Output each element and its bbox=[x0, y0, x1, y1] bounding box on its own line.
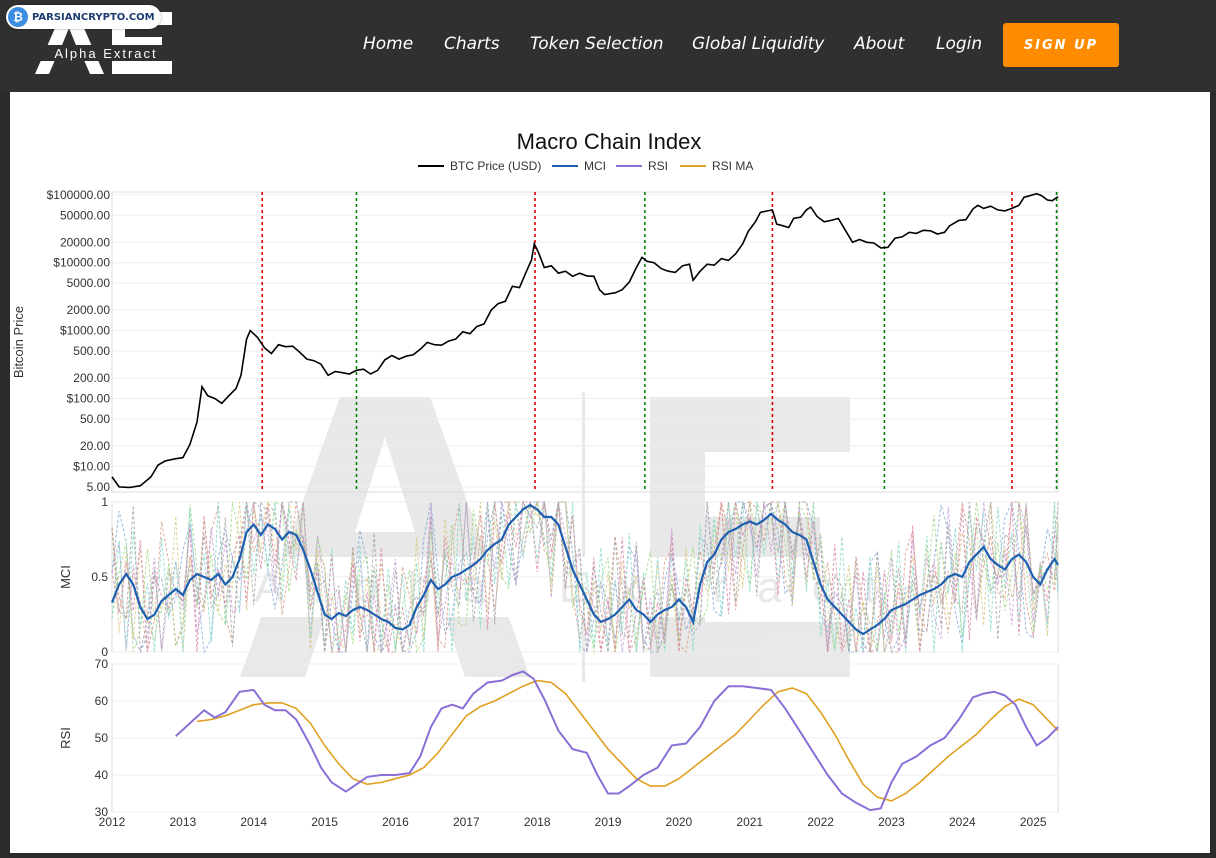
price-panel-frame bbox=[111, 191, 1059, 493]
x-tick-label: 2012 bbox=[99, 815, 126, 829]
signup-button[interactable]: SIGN UP bbox=[1003, 23, 1119, 67]
price-tick-label: 5.00 bbox=[87, 480, 111, 494]
rsi-axis-label: RSI bbox=[58, 727, 73, 749]
price-tick-label: $10000.00 bbox=[53, 256, 110, 270]
rsi-panel: 70 60 50 40 30 RSI bbox=[58, 657, 1059, 819]
price-tick-label: $1000.00 bbox=[60, 324, 110, 338]
price-tick-label: 20.00 bbox=[80, 439, 110, 453]
price-tick-label: $100000.00 bbox=[47, 188, 111, 202]
price-tick-label: 2000.00 bbox=[67, 303, 111, 317]
alpha-extract-logo[interactable]: Alpha Extract bbox=[30, 8, 180, 78]
price-tick-label: 500.00 bbox=[73, 344, 110, 358]
rsi-tick-label: 40 bbox=[95, 768, 109, 782]
nav-login[interactable]: Login bbox=[936, 34, 983, 54]
mci-tick-label: 0.5 bbox=[91, 570, 108, 584]
price-tick-label: $100.00 bbox=[67, 392, 111, 406]
logo-text: Alpha Extract bbox=[54, 46, 157, 61]
watermark-badge: ₿ PARSIANCRYPTO.COM bbox=[6, 5, 161, 29]
mci-tick-label: 0 bbox=[101, 645, 108, 659]
rsi-tick-label: 70 bbox=[95, 657, 109, 671]
mci-component-line bbox=[111, 500, 1059, 654]
price-tick-label: 5000.00 bbox=[67, 276, 111, 290]
x-tick-label: 2014 bbox=[240, 815, 267, 829]
chart-container: Alpha Extract Macro Chain Index BTC Pric… bbox=[10, 92, 1210, 853]
x-tick-label: 2025 bbox=[1020, 815, 1047, 829]
mci-axis-label: MCI bbox=[58, 565, 73, 589]
legend-label-0: BTC Price (USD) bbox=[450, 159, 541, 173]
nav-about[interactable]: About bbox=[854, 34, 905, 54]
mci-tick-label: 1 bbox=[101, 495, 108, 509]
legend-label-2: RSI bbox=[648, 159, 668, 173]
x-axis: 2012 2013 2014 2015 2016 2017 2018 2019 2020 2021… bbox=[99, 815, 1047, 829]
x-tick-label: 2018 bbox=[524, 815, 551, 829]
x-tick-label: 2015 bbox=[311, 815, 338, 829]
watermark-text: PARSIANCRYPTO.COM bbox=[32, 11, 155, 23]
nav-links: Home Charts Token Selection Global Liqui… bbox=[0, 0, 1216, 92]
bitcoin-icon: ₿ bbox=[8, 7, 28, 27]
chart-legend: BTC Price (USD) MCI RSI RSI MA bbox=[418, 159, 753, 173]
rsi-tick-label: 30 bbox=[95, 805, 109, 819]
mci-line bbox=[110, 503, 1059, 636]
price-tick-label: 50000.00 bbox=[60, 208, 110, 222]
legend-label-3: RSI MA bbox=[712, 159, 753, 173]
nav-charts[interactable]: Charts bbox=[444, 34, 500, 54]
x-tick-label: 2013 bbox=[170, 815, 197, 829]
x-tick-label: 2019 bbox=[595, 815, 622, 829]
x-tick-label: 2016 bbox=[382, 815, 409, 829]
price-tick-label: 20000.00 bbox=[60, 235, 110, 249]
x-tick-label: 2023 bbox=[878, 815, 905, 829]
macro-chain-index-chart[interactable]: Alpha Extract Macro Chain Index BTC Pric… bbox=[10, 92, 1210, 853]
x-tick-label: 2020 bbox=[666, 815, 693, 829]
chart-title: Macro Chain Index bbox=[517, 129, 702, 154]
nav-home[interactable]: Home bbox=[363, 34, 414, 54]
price-axis-label: Bitcoin Price bbox=[11, 306, 26, 378]
x-tick-label: 2022 bbox=[807, 815, 834, 829]
price-tick-label: 200.00 bbox=[73, 371, 110, 385]
x-tick-label: 2021 bbox=[736, 815, 763, 829]
x-tick-label: 2017 bbox=[453, 815, 480, 829]
price-tick-label: 50.00 bbox=[80, 412, 110, 426]
x-tick-label: 2024 bbox=[949, 815, 976, 829]
mci-component-line bbox=[111, 500, 1059, 654]
mci-component-line bbox=[111, 500, 1059, 654]
nav-token-selection[interactable]: Token Selection bbox=[530, 34, 664, 54]
rsi-tick-label: 50 bbox=[95, 731, 109, 745]
background-watermark-logo: Alpha Extract bbox=[240, 392, 876, 682]
nav-global-liquidity[interactable]: Global Liquidity bbox=[692, 34, 825, 54]
top-navbar: Alpha Extract ₿ PARSIANCRYPTO.COM Home C… bbox=[0, 0, 1216, 92]
rsi-ma-line bbox=[196, 679, 1059, 802]
price-panel: $100000.00 50000.00 20000.00 $10000.00 5000.… bbox=[11, 188, 1059, 494]
mci-panel: 1 0.5 0 MCI bbox=[58, 495, 1059, 659]
rsi-line bbox=[175, 670, 1059, 812]
rsi-tick-label: 60 bbox=[95, 694, 109, 708]
legend-label-1: MCI bbox=[584, 159, 606, 173]
price-tick-label: $10.00 bbox=[73, 459, 110, 473]
btc-price-line bbox=[111, 192, 1059, 489]
